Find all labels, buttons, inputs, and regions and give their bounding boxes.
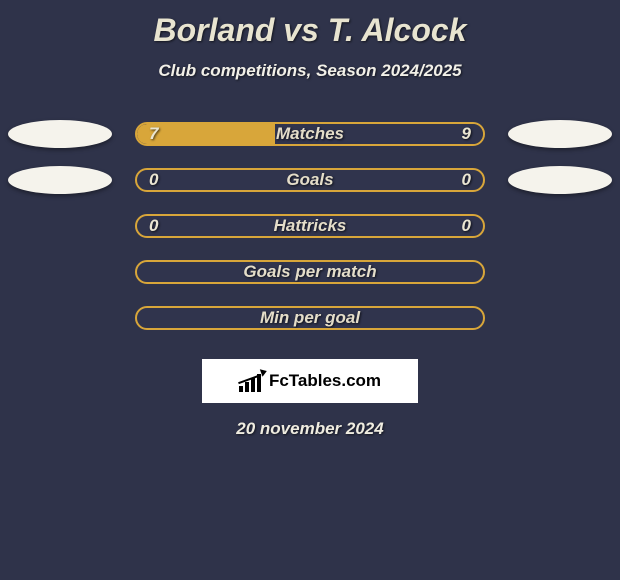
- stat-value-right: 0: [462, 216, 471, 236]
- stat-bar: Goals per match: [135, 260, 485, 284]
- chart-area: Matches79Goals00Hattricks00Goals per mat…: [0, 111, 620, 341]
- stat-value-left: 0: [149, 216, 158, 236]
- logo-text: FcTables.com: [269, 371, 381, 391]
- player-right-marker: [508, 166, 612, 194]
- player-right-marker: [508, 120, 612, 148]
- stat-value-right: 0: [462, 170, 471, 190]
- stat-label: Hattricks: [137, 216, 483, 236]
- date-text: 20 november 2024: [0, 419, 620, 439]
- subtitle: Club competitions, Season 2024/2025: [0, 61, 620, 81]
- stat-bar: Hattricks0 0: [135, 214, 485, 238]
- logo: FcTables.com: [239, 370, 381, 392]
- stat-bar: Min per goal: [135, 306, 485, 330]
- stat-value-left: 7: [149, 124, 158, 144]
- player-left-marker: [8, 166, 112, 194]
- logo-box: FcTables.com: [202, 359, 418, 403]
- stat-value-left: 0: [149, 170, 158, 190]
- page-title: Borland vs T. Alcock: [0, 0, 620, 49]
- stat-value-right: 9: [462, 124, 471, 144]
- stat-row: Min per goal: [0, 295, 620, 341]
- stat-row: Goals per match: [0, 249, 620, 295]
- comparison-infographic: Borland vs T. Alcock Club competitions, …: [0, 0, 620, 580]
- stat-row: Matches7 9: [0, 111, 620, 157]
- player-left-marker: [8, 120, 112, 148]
- stat-label: Matches: [137, 124, 483, 144]
- stat-bar: Matches7 9: [135, 122, 485, 146]
- stat-bar: Goals0 0: [135, 168, 485, 192]
- stat-label: Goals: [137, 170, 483, 190]
- stat-label: Min per goal: [137, 308, 483, 328]
- stat-row: Hattricks0 0: [0, 203, 620, 249]
- bars-arrow-icon: [239, 370, 265, 392]
- stat-label: Goals per match: [137, 262, 483, 282]
- stat-row: Goals0 0: [0, 157, 620, 203]
